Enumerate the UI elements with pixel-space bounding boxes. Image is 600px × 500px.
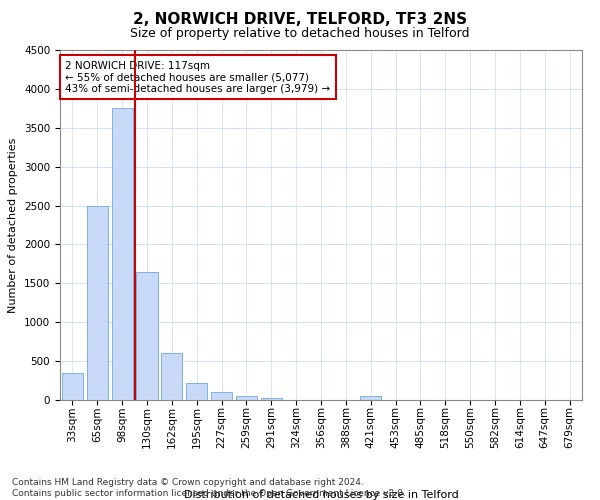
Text: 2, NORWICH DRIVE, TELFORD, TF3 2NS: 2, NORWICH DRIVE, TELFORD, TF3 2NS [133,12,467,28]
Bar [261,398,282,400]
X-axis label: Distribution of detached houses by size in Telford: Distribution of detached houses by size … [184,490,458,500]
Text: Contains HM Land Registry data © Crown copyright and database right 2024.
Contai: Contains HM Land Registry data © Crown c… [12,478,406,498]
Bar [236,396,257,400]
Bar [360,396,381,400]
Bar [211,392,232,400]
Bar [112,108,133,400]
Y-axis label: Number of detached properties: Number of detached properties [8,138,19,312]
Text: Size of property relative to detached houses in Telford: Size of property relative to detached ho… [130,28,470,40]
Bar [186,383,207,400]
Bar [136,272,158,400]
Bar [161,354,182,400]
Bar [87,206,108,400]
Text: 2 NORWICH DRIVE: 117sqm
← 55% of detached houses are smaller (5,077)
43% of semi: 2 NORWICH DRIVE: 117sqm ← 55% of detache… [65,60,331,94]
Bar [62,373,83,400]
